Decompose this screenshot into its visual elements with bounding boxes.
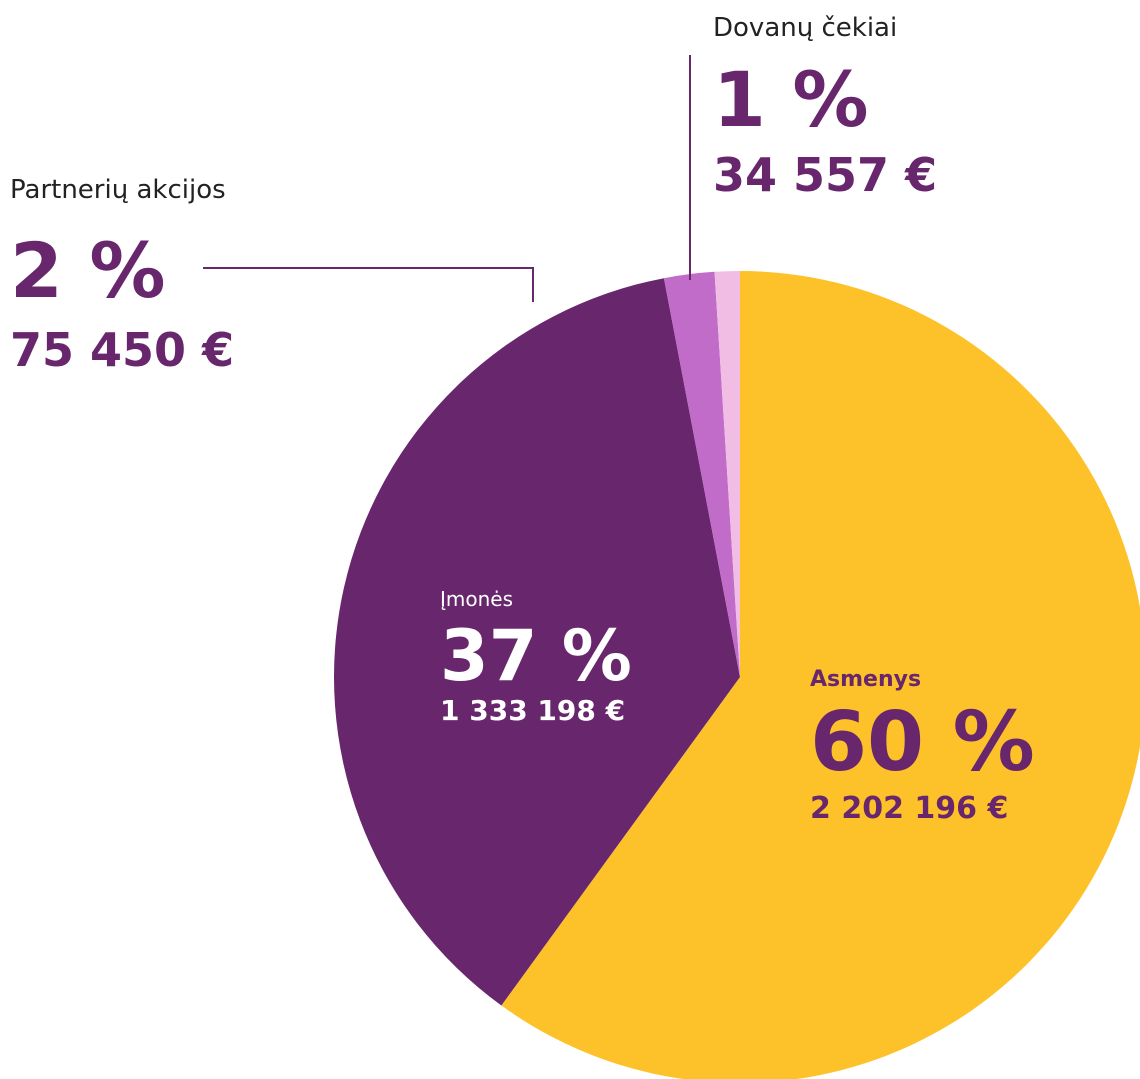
slice-name: Dovanų čekiai (713, 13, 897, 43)
slice-name: Įmonės (440, 587, 513, 611)
pie-slice (501, 271, 1140, 1079)
pie-slice (334, 278, 740, 1006)
slice-name: Asmenys (810, 667, 921, 692)
pie-slice (714, 271, 740, 677)
amount-label: 75 450 € (10, 323, 234, 377)
value-label: 60 % (810, 695, 1035, 790)
value-label: 1 % (713, 55, 869, 144)
slice-name: Partnerių akcijos (10, 175, 226, 205)
pie-slice (663, 271, 740, 677)
amount-label: 1 333 198 € (440, 694, 625, 727)
amount-label: 2 202 196 € (810, 791, 1008, 826)
amount-label: 34 557 € (713, 148, 937, 202)
value-label: 37 % (440, 615, 632, 697)
value-label: 2 % (10, 226, 166, 315)
